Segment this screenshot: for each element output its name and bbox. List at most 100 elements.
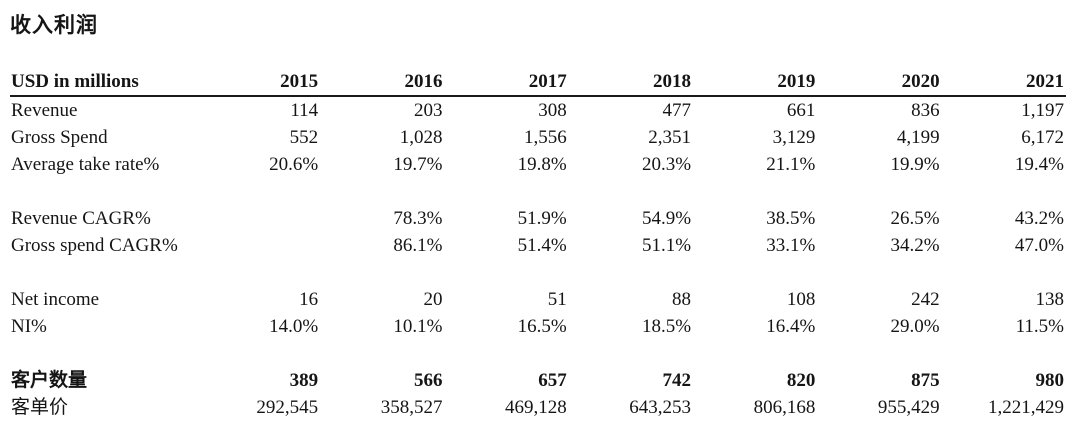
table-header: USD in millions 2015 2016 2017 2018 2019 2020 2… <box>10 68 1066 97</box>
spacer-cell <box>10 340 1066 367</box>
value-cell: 20.3% <box>641 154 692 175</box>
page-title: 收入利润 <box>10 13 98 37</box>
row-label: NI% <box>11 316 47 337</box>
value-cell: 806,168 <box>753 397 816 418</box>
value-cell: 820 <box>786 370 816 391</box>
table-row: Net income 16 20 51 88 108 242 138 <box>10 286 1066 313</box>
value-cell: 114 <box>290 100 319 121</box>
table-row: Gross Spend 552 1,028 1,556 2,351 3,129 4,199 6… <box>10 124 1066 151</box>
value-cell: 16.5% <box>517 316 567 337</box>
value-cell: 661 <box>786 100 816 121</box>
value-cell: 29.0% <box>890 316 940 337</box>
table-row: Gross spend CAGR% 86.1% 51.4% 51.1% 33.1% 34.… <box>10 232 1066 259</box>
value-cell: 138 <box>1035 289 1065 310</box>
year-header: 2020 <box>817 68 942 97</box>
value-cell: 6,172 <box>1021 127 1064 148</box>
row-label: Average take rate% <box>11 154 160 175</box>
value-cell: 20 <box>423 289 443 310</box>
value-cell: 21.1% <box>766 154 816 175</box>
table-row: 客户数量 389 566 657 742 820 875 980 <box>10 367 1066 394</box>
value-cell: 742 <box>662 370 692 391</box>
value-cell: 242 <box>911 289 940 310</box>
value-cell: 14.0% <box>269 316 319 337</box>
value-cell: 469,128 <box>504 397 567 418</box>
spacer-row <box>10 340 1066 367</box>
value-cell: 477 <box>662 100 692 121</box>
year-header: 2015 <box>195 68 321 97</box>
value-cell: 2,351 <box>648 127 692 148</box>
value-cell: 389 <box>289 370 319 391</box>
value-cell: 19.7% <box>393 154 443 175</box>
year-header: 2019 <box>693 68 818 97</box>
value-cell: 88 <box>672 289 692 310</box>
value-cell: 657 <box>538 370 567 391</box>
row-label: Revenue CAGR% <box>11 208 151 229</box>
value-cell: 4,199 <box>896 127 940 148</box>
value-cell <box>196 205 320 232</box>
year-header: 2021 <box>941 68 1066 97</box>
table-row: 客单价 292,545 358,527 469,128 643,253 806,168 95… <box>10 394 1066 421</box>
value-cell: 51 <box>547 289 567 310</box>
year-header: 2017 <box>444 68 569 97</box>
table-row: Average take rate% 20.6% 19.7% 19.8% 20.3% 21… <box>10 151 1066 178</box>
year-header: 2018 <box>568 68 694 97</box>
value-cell: 16.4% <box>766 316 816 337</box>
value-cell: 980 <box>1035 370 1065 391</box>
value-cell: 34.2% <box>890 235 940 256</box>
value-cell: 3,129 <box>772 127 816 148</box>
value-cell: 20.6% <box>269 154 319 175</box>
row-label: 客单价 <box>11 397 69 418</box>
value-cell: 11.5% <box>1015 316 1064 337</box>
value-cell: 552 <box>289 127 319 148</box>
row-label: Gross spend CAGR% <box>11 235 178 256</box>
value-cell: 1,221,429 <box>988 397 1064 418</box>
value-cell: 54.9% <box>641 208 692 229</box>
value-cell: 566 <box>413 370 443 391</box>
value-cell: 19.9% <box>890 154 940 175</box>
table-row: Revenue CAGR% 78.3% 51.9% 54.9% 38.5% 26.5% 43… <box>10 205 1066 232</box>
header-row: USD in millions 2015 2016 2017 2018 2019 2020 2… <box>10 68 1066 97</box>
value-cell: 16 <box>299 289 319 310</box>
value-cell: 18.5% <box>641 316 692 337</box>
value-cell: 1,028 <box>399 127 443 148</box>
table-row: Revenue 114 203 308 477 661 836 1,197 <box>10 96 1066 124</box>
value-cell: 1,556 <box>523 127 567 148</box>
value-cell: 51.4% <box>517 235 567 256</box>
value-cell: 38.5% <box>766 208 816 229</box>
value-cell: 1,197 <box>1021 100 1064 121</box>
value-cell: 51.9% <box>517 208 567 229</box>
value-cell: 78.3% <box>393 208 443 229</box>
unit-label: USD in millions <box>10 68 196 97</box>
value-cell: 26.5% <box>890 208 940 229</box>
value-cell: 203 <box>413 100 443 121</box>
financial-table: USD in millions 2015 2016 2017 2018 2019 2020 2… <box>10 68 1066 421</box>
value-cell: 10.1% <box>393 316 443 337</box>
table-body: Revenue 114 203 308 477 661 836 1,197 Gross Spen… <box>10 96 1066 421</box>
year-header: 2016 <box>320 68 445 97</box>
value-cell: 108 <box>786 289 816 310</box>
value-cell: 19.4% <box>1014 154 1064 175</box>
value-cell: 47.0% <box>1014 235 1064 256</box>
spacer-row <box>10 259 1066 286</box>
value-cell: 292,545 <box>256 397 319 418</box>
value-cell: 836 <box>911 100 940 121</box>
value-cell <box>196 232 320 259</box>
value-cell: 643,253 <box>629 397 692 418</box>
value-cell: 358,527 <box>380 397 443 418</box>
value-cell: 43.2% <box>1014 208 1064 229</box>
value-cell: 51.1% <box>641 235 692 256</box>
value-cell: 19.8% <box>517 154 567 175</box>
spacer-cell <box>10 178 1066 205</box>
spacer-cell <box>10 259 1066 286</box>
row-label: 客户数量 <box>11 370 88 391</box>
spacer-row <box>10 178 1066 205</box>
value-cell: 33.1% <box>766 235 816 256</box>
value-cell: 955,429 <box>877 397 940 418</box>
row-label: Net income <box>11 289 100 310</box>
value-cell: 86.1% <box>393 235 443 256</box>
value-cell: 308 <box>538 100 567 121</box>
table-row: NI% 14.0% 10.1% 16.5% 18.5% 16.4% 29.0% 11.5% <box>10 313 1066 340</box>
row-label: Revenue <box>11 100 78 121</box>
value-cell: 875 <box>911 370 940 391</box>
